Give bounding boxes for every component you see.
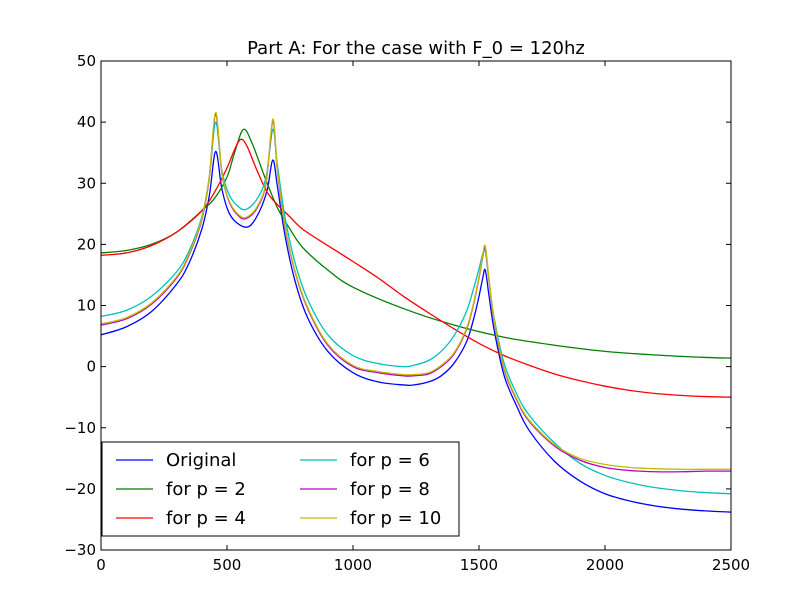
x-tick-label: 2000 (586, 556, 624, 574)
x-tick-label: 2500 (712, 556, 750, 574)
legend-label: for p = 10 (350, 508, 441, 529)
series-line-6 (101, 111, 731, 471)
legend-box (101, 441, 460, 537)
y-tick-label: −20 (64, 480, 96, 498)
y-tick-label: −10 (64, 419, 96, 437)
series-line-1 (101, 150, 731, 513)
legend: Original for p = 2 for p = 4 for p = 6 for p… (101, 441, 460, 537)
x-tick-label: 500 (213, 556, 242, 574)
x-tick-label: 0 (96, 556, 106, 574)
legend-label: for p = 8 (350, 479, 430, 500)
y-tick-label: 10 (77, 297, 96, 315)
y-tick-label: 30 (77, 174, 96, 192)
x-tick-label: 1000 (334, 556, 372, 574)
legend-label: for p = 4 (166, 508, 246, 529)
y-tick-label: 0 (86, 358, 96, 376)
y-tick-label: 20 (77, 235, 96, 253)
legend-label: Original (166, 450, 236, 471)
chart-title: Part A: For the case with F_0 = 120hz (247, 38, 585, 59)
legend-label: for p = 6 (350, 450, 430, 471)
axis-ticks: 0 500 1000 1500 2000 2500 −30 −20 −10 0 10 20 30 40 50 (64, 52, 750, 574)
series-layer (101, 111, 731, 513)
plot-frame (100, 60, 732, 551)
y-tick-label: 40 (77, 113, 96, 131)
series-line-3 (101, 138, 731, 398)
legend-label: for p = 2 (166, 479, 246, 500)
x-tick-label: 1500 (460, 556, 498, 574)
y-tick-label: 50 (77, 52, 96, 70)
y-tick-label: −30 (64, 541, 96, 559)
